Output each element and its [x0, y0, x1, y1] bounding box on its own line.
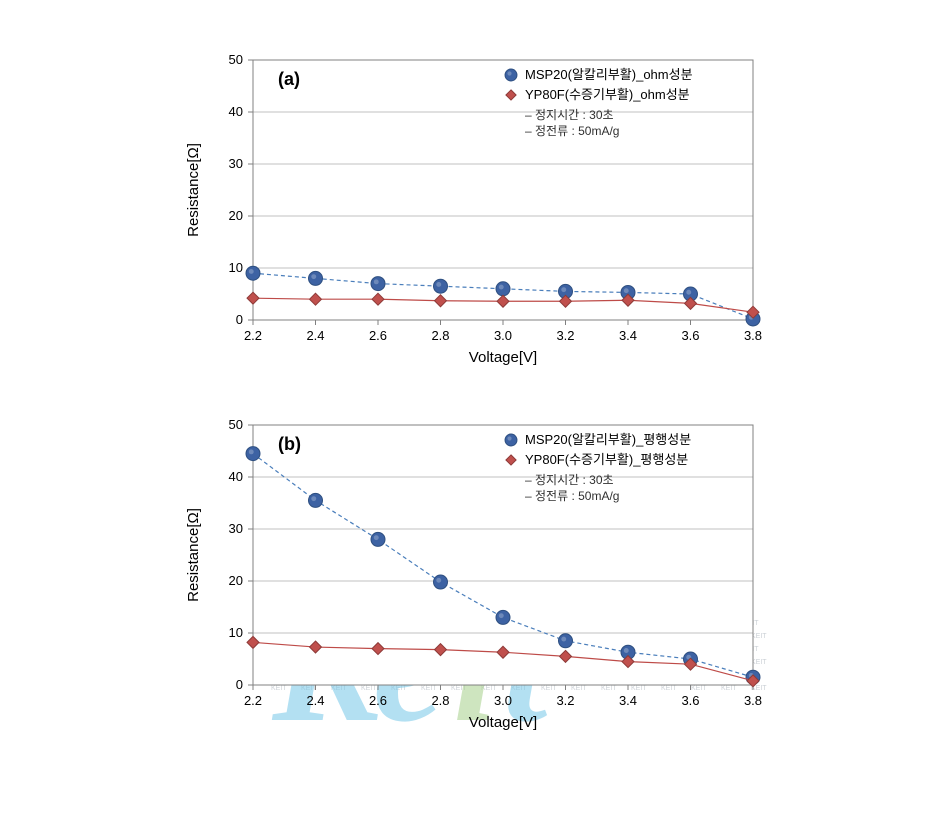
svg-text:50: 50 — [228, 52, 242, 67]
svg-text:2.2: 2.2 — [243, 328, 261, 343]
legend-annotation: – 정지시간 : 30초 — [525, 108, 614, 122]
panel-label: (b) — [278, 434, 301, 454]
svg-text:3.6: 3.6 — [681, 693, 699, 708]
chart-a-svg: 0 10 20 30 40 50 Resistance[Ω] 2.2 2.4 2.6 2.8 3.0 3… — [153, 40, 773, 370]
marker-circle — [371, 277, 385, 291]
svg-text:3.8: 3.8 — [743, 328, 761, 343]
svg-text:KEIT: KEIT — [571, 685, 587, 692]
svg-text:2.4: 2.4 — [306, 328, 324, 343]
svg-text:2.8: 2.8 — [431, 693, 449, 708]
svg-text:KEIT: KEIT — [661, 685, 677, 692]
svg-text:0: 0 — [235, 312, 242, 327]
svg-text:20: 20 — [228, 573, 242, 588]
svg-text:10: 10 — [228, 260, 242, 275]
panel-label: (a) — [278, 69, 300, 89]
svg-text:3.6: 3.6 — [681, 328, 699, 343]
svg-text:3.0: 3.0 — [493, 328, 511, 343]
svg-text:KEIT: KEIT — [691, 685, 707, 692]
marker-circle — [433, 575, 447, 589]
marker-circle — [246, 266, 260, 280]
svg-text:2.6: 2.6 — [368, 693, 386, 708]
marker-circle — [496, 610, 510, 624]
marker-circle — [308, 493, 322, 507]
svg-text:3.0: 3.0 — [493, 693, 511, 708]
y-axis-label: Resistance[Ω] — [185, 508, 202, 602]
y-axis-label: Resistance[Ω] — [185, 143, 202, 237]
svg-text:50: 50 — [228, 417, 242, 432]
marker-circle — [308, 271, 322, 285]
marker-circle — [433, 279, 447, 293]
svg-text:KEIT: KEIT — [601, 685, 617, 692]
chart-b-svg: KEITKEITKEITKEITKEITKEITKEITKEITKEITKEIT… — [153, 405, 773, 735]
chart-panel-a: 0 10 20 30 40 50 Resistance[Ω] 2.2 2.4 2.6 2.8 3.0 3… — [153, 40, 773, 375]
svg-text:KEIT: KEIT — [721, 685, 737, 692]
svg-text:3.4: 3.4 — [618, 328, 636, 343]
marker-circle — [505, 434, 517, 446]
svg-text:3.2: 3.2 — [556, 328, 574, 343]
svg-text:20: 20 — [228, 208, 242, 223]
svg-text:3.4: 3.4 — [618, 693, 636, 708]
svg-text:0: 0 — [235, 677, 242, 692]
svg-text:KEIT: KEIT — [631, 685, 647, 692]
svg-text:2.6: 2.6 — [368, 328, 386, 343]
marker-circle — [496, 282, 510, 296]
svg-text:40: 40 — [228, 104, 242, 119]
legend-item: MSP20(알칼리부활)_ohm성분 — [525, 67, 693, 82]
svg-text:3.2: 3.2 — [556, 693, 574, 708]
svg-text:2.8: 2.8 — [431, 328, 449, 343]
chart-panel-b: KEITKEITKEITKEITKEITKEITKEITKEITKEITKEIT… — [153, 405, 773, 740]
marker-circle — [371, 532, 385, 546]
svg-text:30: 30 — [228, 156, 242, 171]
svg-text:2.4: 2.4 — [306, 693, 324, 708]
svg-text:30: 30 — [228, 521, 242, 536]
legend-annotation: – 정지시간 : 30초 — [525, 473, 614, 487]
svg-text:10: 10 — [228, 625, 242, 640]
legend-annotation: – 정전류 : 50mA/g — [525, 489, 620, 503]
legend-item: YP80F(수증기부활)_평행성분 — [525, 452, 688, 467]
legend-item: MSP20(알칼리부활)_평행성분 — [525, 432, 691, 447]
marker-circle — [558, 634, 572, 648]
marker-circle — [505, 69, 517, 81]
svg-text:2.2: 2.2 — [243, 693, 261, 708]
marker-circle — [246, 447, 260, 461]
legend-item: YP80F(수증기부활)_ohm성분 — [525, 87, 690, 102]
x-axis-label: Voltage[V] — [468, 714, 536, 731]
x-axis-label: Voltage[V] — [468, 349, 536, 366]
legend-annotation: – 정전류 : 50mA/g — [525, 124, 620, 138]
svg-text:3.8: 3.8 — [743, 693, 761, 708]
svg-text:40: 40 — [228, 469, 242, 484]
